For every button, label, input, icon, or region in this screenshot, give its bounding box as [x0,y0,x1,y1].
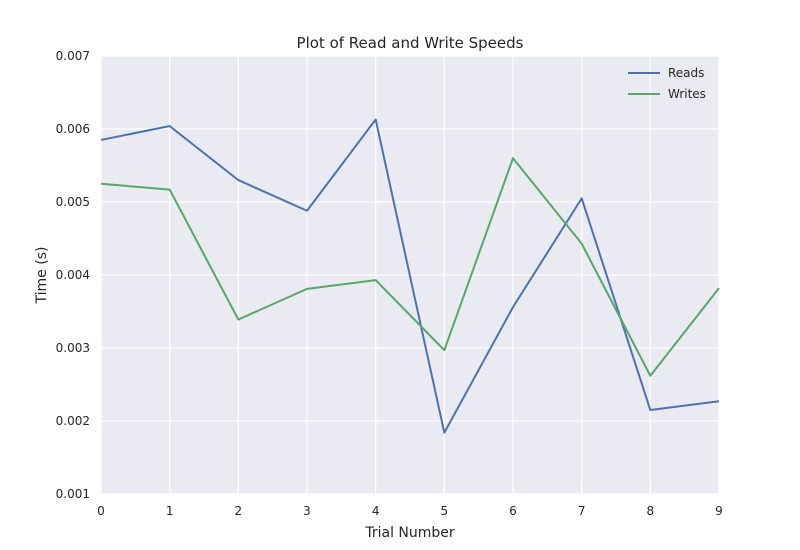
y-tick-labels: 0.001 0.002 0.003 0.004 0.005 0.006 0.007 [56,49,90,501]
x-tick-label: 6 [509,504,517,518]
legend-item: Writes [628,87,706,101]
x-tick-label: 8 [647,504,655,518]
x-tick-label: 3 [303,504,311,518]
x-tick-label: 9 [715,504,723,518]
y-tick-label: 0.002 [56,414,90,428]
x-tick-label: 1 [166,504,174,518]
y-tick-label: 0.005 [56,195,90,209]
y-tick-label: 0.003 [56,341,90,355]
x-tick-labels: 0 1 2 3 4 5 6 7 8 9 [97,504,723,518]
y-tick-label: 0.006 [56,122,90,136]
series-line-reads [100,118,720,434]
legend: Reads Writes [628,66,706,101]
y-tick-label: 0.001 [56,487,90,501]
series-line-writes [100,157,720,377]
legend-label: Writes [668,87,706,101]
x-tick-label: 4 [372,504,380,518]
x-tick-label: 5 [441,504,449,518]
chart-title: Plot of Read and Write Speeds [297,34,524,52]
x-axis-title: Trial Number [364,525,455,541]
x-tick-label: 0 [97,504,105,518]
y-tick-label: 0.007 [56,49,90,63]
y-tick-label: 0.004 [56,268,90,282]
series-layer [100,118,720,434]
x-tick-label: 2 [235,504,243,518]
x-tick-label: 7 [578,504,586,518]
legend-item: Reads [628,66,704,80]
legend-label: Reads [668,66,704,80]
y-axis-title: Time (s) [34,247,50,305]
